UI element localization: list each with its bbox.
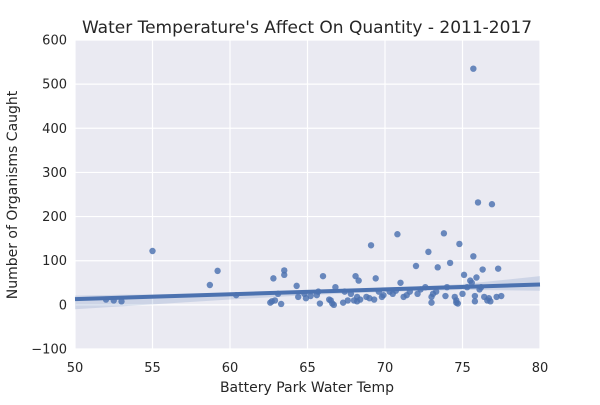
data-point [487,298,494,305]
data-point [277,300,285,308]
data-point [367,242,375,249]
data-point [370,296,378,303]
data-point [412,262,420,270]
y-tick-label: 500 [42,78,67,93]
y-tick-label: 600 [42,34,67,49]
regression-line [74,282,541,302]
data-point [488,201,496,208]
y-tick-label: 400 [42,122,67,137]
data-point [332,284,339,291]
data-point [468,279,475,286]
x-tick-label: 80 [532,361,549,376]
data-point [459,290,466,298]
y-axis-label: Number of Organisms Caught [5,90,21,299]
data-point [271,297,279,304]
data-point [295,293,302,301]
data-point [307,292,314,300]
data-point [425,248,432,256]
data-point [380,291,387,299]
data-point [344,297,351,304]
data-point [428,299,435,306]
data-point [474,199,482,206]
y-tick-label: 300 [42,166,67,181]
tick-labels: 50 55 60 65 70 75 80 −100 0 100 200 300 400 500 600 [31,34,548,377]
x-axis-label: Battery Park Water Temp [220,380,394,396]
grid-lines [74,39,541,350]
data-point [316,300,324,307]
data-point [471,298,479,305]
data-point [394,231,401,238]
y-tick-label: 100 [42,254,67,269]
data-point [434,264,441,271]
data-point [397,279,404,286]
data-point [470,253,477,260]
data-point [471,292,479,300]
data-point [149,247,156,255]
x-tick-label: 70 [377,361,394,376]
data-point [118,298,125,305]
data-point [293,282,300,290]
data-point [372,275,379,282]
data-point [479,266,486,273]
data-point [473,274,480,281]
x-tick-label: 65 [299,361,316,376]
data-points [102,65,505,309]
chart-title: Water Temperature's Affect On Quantity -… [82,18,532,38]
data-point [432,288,440,295]
x-tick-label: 60 [222,361,239,376]
x-tick-label: 55 [144,361,161,376]
data-point [494,265,502,272]
data-point [281,267,288,274]
data-point [330,301,338,309]
data-point [460,271,468,279]
y-tick-label: 0 [59,298,67,313]
data-point [270,275,277,282]
data-point [281,271,288,279]
data-point [357,296,364,303]
data-point [319,272,327,280]
data-point [440,230,448,237]
data-point [206,281,214,289]
data-point [470,65,477,72]
data-point [498,292,505,300]
data-point [442,292,449,300]
data-point [355,277,362,284]
y-tick-label: 200 [42,210,67,225]
y-tick-label: −100 [31,343,67,358]
data-point [454,300,462,307]
x-tick-label: 50 [67,361,84,376]
data-point [456,240,463,248]
data-point [214,267,221,275]
x-tick-label: 75 [454,361,471,376]
data-point [446,259,454,267]
